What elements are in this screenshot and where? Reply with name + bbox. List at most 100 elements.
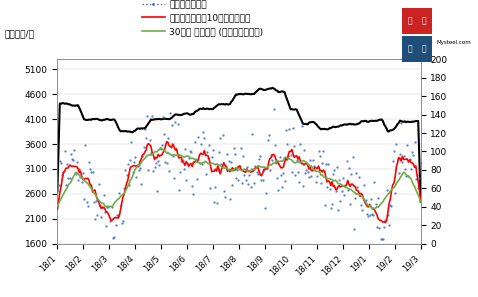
- Point: [157, 146, 164, 151]
- Point: [166, 111, 174, 116]
- FancyBboxPatch shape: [402, 8, 432, 34]
- Point: [325, 162, 332, 166]
- Point: [415, 176, 423, 181]
- Point: [196, 161, 203, 165]
- Point: [302, 170, 309, 175]
- Point: [255, 156, 263, 161]
- Point: [110, 235, 118, 240]
- Point: [289, 126, 297, 130]
- Point: [80, 196, 88, 201]
- Point: [146, 138, 153, 142]
- Point: [395, 170, 402, 175]
- Point: [202, 172, 209, 177]
- Point: [120, 186, 128, 191]
- Point: [232, 176, 240, 180]
- Point: [105, 204, 112, 209]
- FancyBboxPatch shape: [402, 36, 432, 62]
- Point: [276, 154, 283, 159]
- Point: [413, 173, 421, 177]
- Point: [143, 114, 151, 119]
- Point: [161, 132, 168, 136]
- Point: [240, 173, 248, 177]
- Point: [343, 158, 350, 163]
- Point: [332, 189, 339, 194]
- Point: [284, 154, 292, 159]
- Point: [369, 213, 377, 218]
- Point: [315, 149, 322, 154]
- Point: [100, 192, 108, 197]
- Point: [117, 202, 124, 207]
- Point: [102, 224, 110, 229]
- Point: [113, 213, 121, 218]
- Point: [109, 236, 117, 240]
- Point: [329, 171, 337, 176]
- Point: [103, 204, 111, 209]
- Point: [134, 163, 141, 168]
- Point: [278, 184, 286, 189]
- Point: [140, 145, 147, 149]
- Point: [152, 160, 160, 165]
- Point: [243, 165, 251, 170]
- Point: [394, 157, 402, 162]
- Point: [226, 196, 234, 201]
- Point: [137, 182, 145, 187]
- Point: [58, 173, 66, 177]
- Point: [197, 141, 205, 146]
- Point: [280, 170, 287, 175]
- Point: [267, 152, 275, 157]
- Point: [373, 224, 380, 229]
- Point: [265, 133, 272, 138]
- Point: [275, 188, 282, 193]
- Point: [81, 143, 89, 148]
- Point: [340, 192, 348, 197]
- Point: [204, 156, 212, 160]
- Point: [358, 207, 366, 212]
- Point: [94, 212, 101, 217]
- Point: [328, 202, 336, 207]
- Point: [272, 161, 280, 165]
- Point: [112, 222, 120, 227]
- Point: [63, 162, 71, 167]
- Point: [247, 185, 254, 190]
- Point: [164, 135, 172, 140]
- Point: [65, 176, 73, 181]
- Point: [174, 122, 182, 127]
- Point: [304, 169, 312, 174]
- Point: [165, 169, 173, 173]
- Point: [381, 218, 389, 222]
- Point: [396, 151, 404, 156]
- Point: [305, 174, 313, 179]
- Point: [231, 151, 239, 156]
- Point: [260, 168, 268, 173]
- Point: [90, 200, 98, 205]
- Point: [123, 173, 130, 178]
- Point: [321, 203, 328, 208]
- Point: [154, 159, 162, 164]
- Point: [390, 149, 398, 154]
- Point: [299, 184, 306, 189]
- Point: [414, 186, 422, 190]
- Legend: Mysteel螺纹钢价格指数, 全国成交量指数, 全国成交量指数10日移动平均线, 30周期 移动平均 (全国成交量指数): Mysteel螺纹钢价格指数, 全国成交量指数, 全国成交量指数10日移动平均线…: [139, 0, 267, 40]
- Text: Mysteel.com: Mysteel.com: [436, 40, 471, 45]
- Point: [307, 174, 315, 178]
- Point: [295, 179, 303, 184]
- Point: [318, 161, 326, 166]
- Point: [54, 187, 61, 192]
- Point: [251, 164, 259, 168]
- Point: [384, 212, 391, 217]
- Point: [401, 167, 409, 171]
- Point: [288, 170, 296, 174]
- Point: [406, 157, 413, 162]
- Point: [119, 219, 127, 223]
- Point: [225, 159, 232, 164]
- Point: [317, 181, 325, 186]
- Point: [132, 175, 140, 180]
- Point: [57, 161, 65, 166]
- Point: [370, 180, 378, 185]
- Point: [357, 203, 365, 208]
- Point: [380, 225, 388, 229]
- Point: [402, 174, 410, 179]
- Point: [220, 188, 228, 193]
- Point: [121, 168, 129, 173]
- Point: [339, 176, 347, 181]
